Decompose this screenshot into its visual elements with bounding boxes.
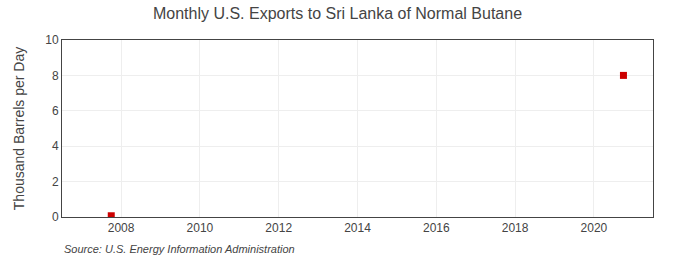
svg-text:8: 8 — [52, 69, 59, 83]
svg-text:10: 10 — [45, 33, 59, 47]
svg-text:Source: U.S. Energy Informatio: Source: U.S. Energy Information Administ… — [64, 243, 295, 255]
svg-text:Monthly U.S. Exports to Sri La: Monthly U.S. Exports to Sri Lanka of Nor… — [153, 5, 522, 22]
svg-text:2018: 2018 — [502, 221, 529, 235]
svg-text:2020: 2020 — [581, 221, 608, 235]
svg-text:6: 6 — [52, 104, 59, 118]
svg-text:2010: 2010 — [187, 221, 214, 235]
svg-text:2008: 2008 — [108, 221, 135, 235]
svg-text:4: 4 — [52, 139, 59, 153]
svg-text:2012: 2012 — [265, 221, 292, 235]
svg-text:2016: 2016 — [423, 221, 450, 235]
svg-text:Thousand Barrels per Day: Thousand Barrels per Day — [11, 47, 27, 210]
svg-text:2: 2 — [52, 175, 59, 189]
svg-text:0: 0 — [52, 210, 59, 224]
svg-text:2014: 2014 — [344, 221, 371, 235]
